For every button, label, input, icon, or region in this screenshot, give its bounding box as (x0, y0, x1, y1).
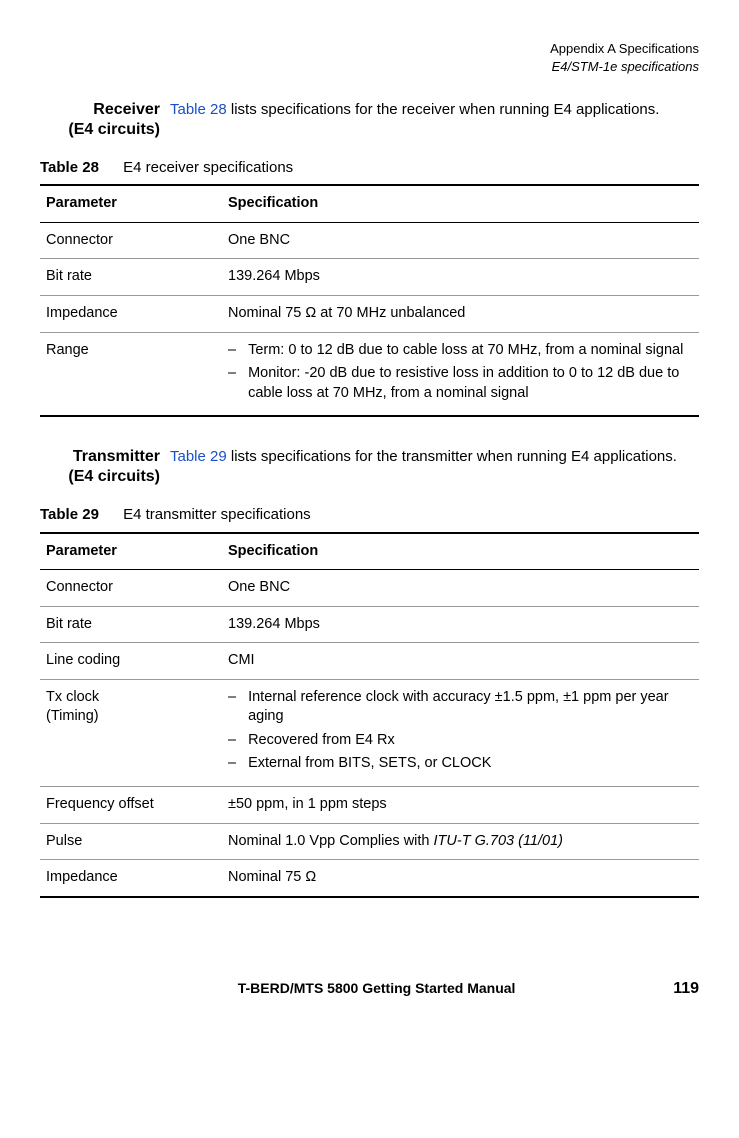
cell-spec: Nominal 1.0 Vpp Complies with ITU-T G.70… (222, 823, 699, 860)
page-number: 119 (673, 978, 699, 1000)
table-29: Parameter Specification Connector One BN… (40, 532, 699, 898)
cell-spec: One BNC (222, 570, 699, 607)
table-number: Table 28 (40, 159, 99, 176)
pulse-prefix: Nominal 1.0 Vpp Complies with (228, 833, 434, 849)
section-label-line2: (E4 circuits) (68, 468, 160, 485)
table-row: Tx clock (Timing) Internal reference clo… (40, 679, 699, 786)
header-spec: Specifications (619, 41, 699, 56)
table-link[interactable]: Table 29 (170, 448, 227, 465)
table-row: Impedance Nominal 75 Ω at 70 MHz unbalan… (40, 296, 699, 333)
section-label-line2: (E4 circuits) (68, 121, 160, 138)
cell-param: Impedance (40, 860, 222, 897)
table-title: E4 transmitter specifications (123, 506, 311, 523)
table-header-row: Parameter Specification (40, 533, 699, 570)
table-row: Range Term: 0 to 12 dB due to cable loss… (40, 332, 699, 416)
list-item: Term: 0 to 12 dB due to cable loss at 70… (248, 341, 683, 361)
list-item: Monitor: -20 dB due to resistive loss in… (248, 364, 693, 403)
table-row: Connector One BNC (40, 570, 699, 607)
section-text: lists specifications for the receiver wh… (227, 101, 660, 118)
page-header: Appendix A Specifications E4/STM-1e spec… (40, 40, 699, 75)
cell-spec: One BNC (222, 222, 699, 259)
table-number: Table 29 (40, 506, 99, 523)
list-item: External from BITS, SETS, or CLOCK (248, 754, 491, 774)
cell-spec: CMI (222, 643, 699, 680)
list-item: Recovered from E4 Rx (248, 731, 395, 751)
table-link[interactable]: Table 28 (170, 101, 227, 118)
cell-param: Bit rate (40, 259, 222, 296)
table-header-row: Parameter Specification (40, 185, 699, 222)
section-label-line1: Receiver (93, 101, 160, 118)
cell-param-line2: (Timing) (46, 708, 99, 724)
header-appendix: Appendix A (550, 41, 615, 56)
pulse-standard: ITU-T G.703 (11/01) (434, 833, 563, 849)
section-label: Receiver (E4 circuits) (40, 100, 160, 140)
table-row: Pulse Nominal 1.0 Vpp Complies with ITU-… (40, 823, 699, 860)
cell-param: Pulse (40, 823, 222, 860)
section-label: Transmitter (E4 circuits) (40, 447, 160, 487)
col-parameter: Parameter (40, 185, 222, 222)
cell-param: Connector (40, 222, 222, 259)
page-footer: T-BERD/MTS 5800 Getting Started Manual 1… (40, 978, 699, 1000)
section-receiver: Receiver (E4 circuits) Table 28 lists sp… (40, 100, 699, 140)
cell-spec: Nominal 75 Ω at 70 MHz unbalanced (222, 296, 699, 333)
cell-spec: Nominal 75 Ω (222, 860, 699, 897)
cell-param-line1: Tx clock (46, 689, 99, 705)
table-28: Parameter Specification Connector One BN… (40, 184, 699, 417)
section-body: Table 29 lists specifications for the tr… (170, 447, 699, 487)
cell-param: Bit rate (40, 606, 222, 643)
cell-param: Line coding (40, 643, 222, 680)
section-transmitter: Transmitter (E4 circuits) Table 29 lists… (40, 447, 699, 487)
list-item: Internal reference clock with accuracy ±… (248, 688, 693, 727)
col-specification: Specification (222, 533, 699, 570)
cell-param: Connector (40, 570, 222, 607)
table-row: Bit rate 139.264 Mbps (40, 606, 699, 643)
cell-param: Tx clock (Timing) (40, 679, 222, 786)
header-subtitle: E4/STM-1e specifications (40, 58, 699, 76)
cell-param: Impedance (40, 296, 222, 333)
cell-spec: 139.264 Mbps (222, 259, 699, 296)
cell-spec: ±50 ppm, in 1 ppm steps (222, 787, 699, 824)
table-row: Bit rate 139.264 Mbps (40, 259, 699, 296)
section-label-line1: Transmitter (73, 448, 160, 465)
cell-spec: Internal reference clock with accuracy ±… (222, 679, 699, 786)
section-body: Table 28 lists specifications for the re… (170, 100, 699, 140)
cell-param: Range (40, 332, 222, 416)
footer-title: T-BERD/MTS 5800 Getting Started Manual (80, 979, 673, 998)
table-row: Line coding CMI (40, 643, 699, 680)
table-caption: Table 28 E4 receiver specifications (40, 158, 699, 178)
table-title: E4 receiver specifications (123, 159, 293, 176)
section-text: lists specifications for the transmitter… (227, 448, 677, 465)
cell-param: Frequency offset (40, 787, 222, 824)
table-caption: Table 29 E4 transmitter specifications (40, 505, 699, 525)
cell-spec: Term: 0 to 12 dB due to cable loss at 70… (222, 332, 699, 416)
col-parameter: Parameter (40, 533, 222, 570)
table-row: Impedance Nominal 75 Ω (40, 860, 699, 897)
table-row: Frequency offset ±50 ppm, in 1 ppm steps (40, 787, 699, 824)
table-row: Connector One BNC (40, 222, 699, 259)
col-specification: Specification (222, 185, 699, 222)
cell-spec: 139.264 Mbps (222, 606, 699, 643)
